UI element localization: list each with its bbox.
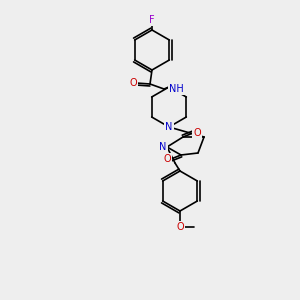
Text: O: O: [193, 128, 201, 138]
Text: NH: NH: [169, 84, 184, 94]
Text: O: O: [176, 222, 184, 232]
Text: F: F: [149, 15, 155, 25]
Text: N: N: [159, 142, 167, 152]
Text: N: N: [165, 122, 173, 132]
Text: O: O: [129, 78, 137, 88]
Text: O: O: [163, 154, 171, 164]
